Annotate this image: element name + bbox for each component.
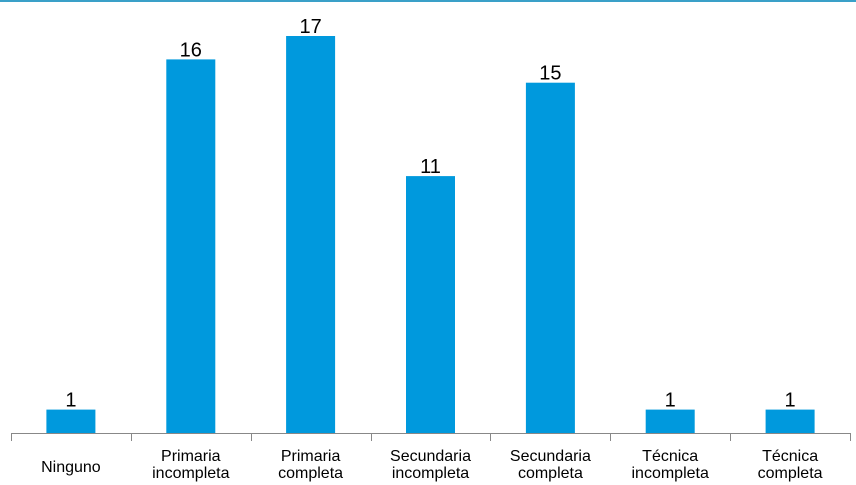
- bar: [286, 36, 336, 433]
- x-tick-label-line: incompleta: [632, 465, 709, 482]
- bar-data-label: 16: [180, 39, 202, 61]
- x-tick-label-line: completa: [518, 465, 583, 482]
- x-tick-label-line: incompleta: [392, 465, 469, 482]
- bar-data-label: 1: [665, 390, 676, 412]
- bar: [765, 409, 815, 433]
- x-tick-label-line: Secundaria: [510, 448, 591, 465]
- x-tick-label-line: Técnica: [642, 448, 698, 465]
- x-tick-label-line: completa: [278, 465, 343, 482]
- x-tick-label-line: Técnica: [762, 448, 818, 465]
- x-tick-label: Técnica completa: [758, 448, 823, 482]
- x-tick-label: Primaria incompleta: [152, 448, 229, 482]
- bar-data-label: 15: [539, 63, 561, 85]
- x-tick-label-line: Ninguno: [41, 459, 101, 476]
- top-rule: [0, 0, 856, 2]
- x-tick-label-line: incompleta: [152, 465, 229, 482]
- x-tick-label: Secundaria incompleta: [390, 448, 471, 482]
- x-tick-label-line: Primaria: [161, 448, 221, 465]
- x-axis: [11, 433, 851, 441]
- x-tick-label: Técnica incompleta: [632, 448, 709, 482]
- x-tick-label: Primaria completa: [278, 448, 343, 482]
- bar-data-label: 17: [299, 16, 321, 38]
- x-tick-label: Secundaria completa: [510, 448, 591, 482]
- bar-data-label: 11: [420, 156, 441, 178]
- x-tick-label: Ninguno: [41, 459, 101, 476]
- bar: [406, 176, 455, 433]
- bar: [525, 82, 575, 433]
- bar: [645, 409, 695, 433]
- x-tick-label-line: Primaria: [281, 448, 341, 465]
- x-tick-label-line: completa: [758, 465, 823, 482]
- bar: [166, 59, 216, 434]
- bar-data-label: 1: [785, 390, 796, 412]
- bar-data-label: 1: [65, 390, 76, 412]
- bars-group: [46, 36, 815, 434]
- bar: [46, 409, 96, 433]
- x-tick-label-line: Secundaria: [390, 448, 471, 465]
